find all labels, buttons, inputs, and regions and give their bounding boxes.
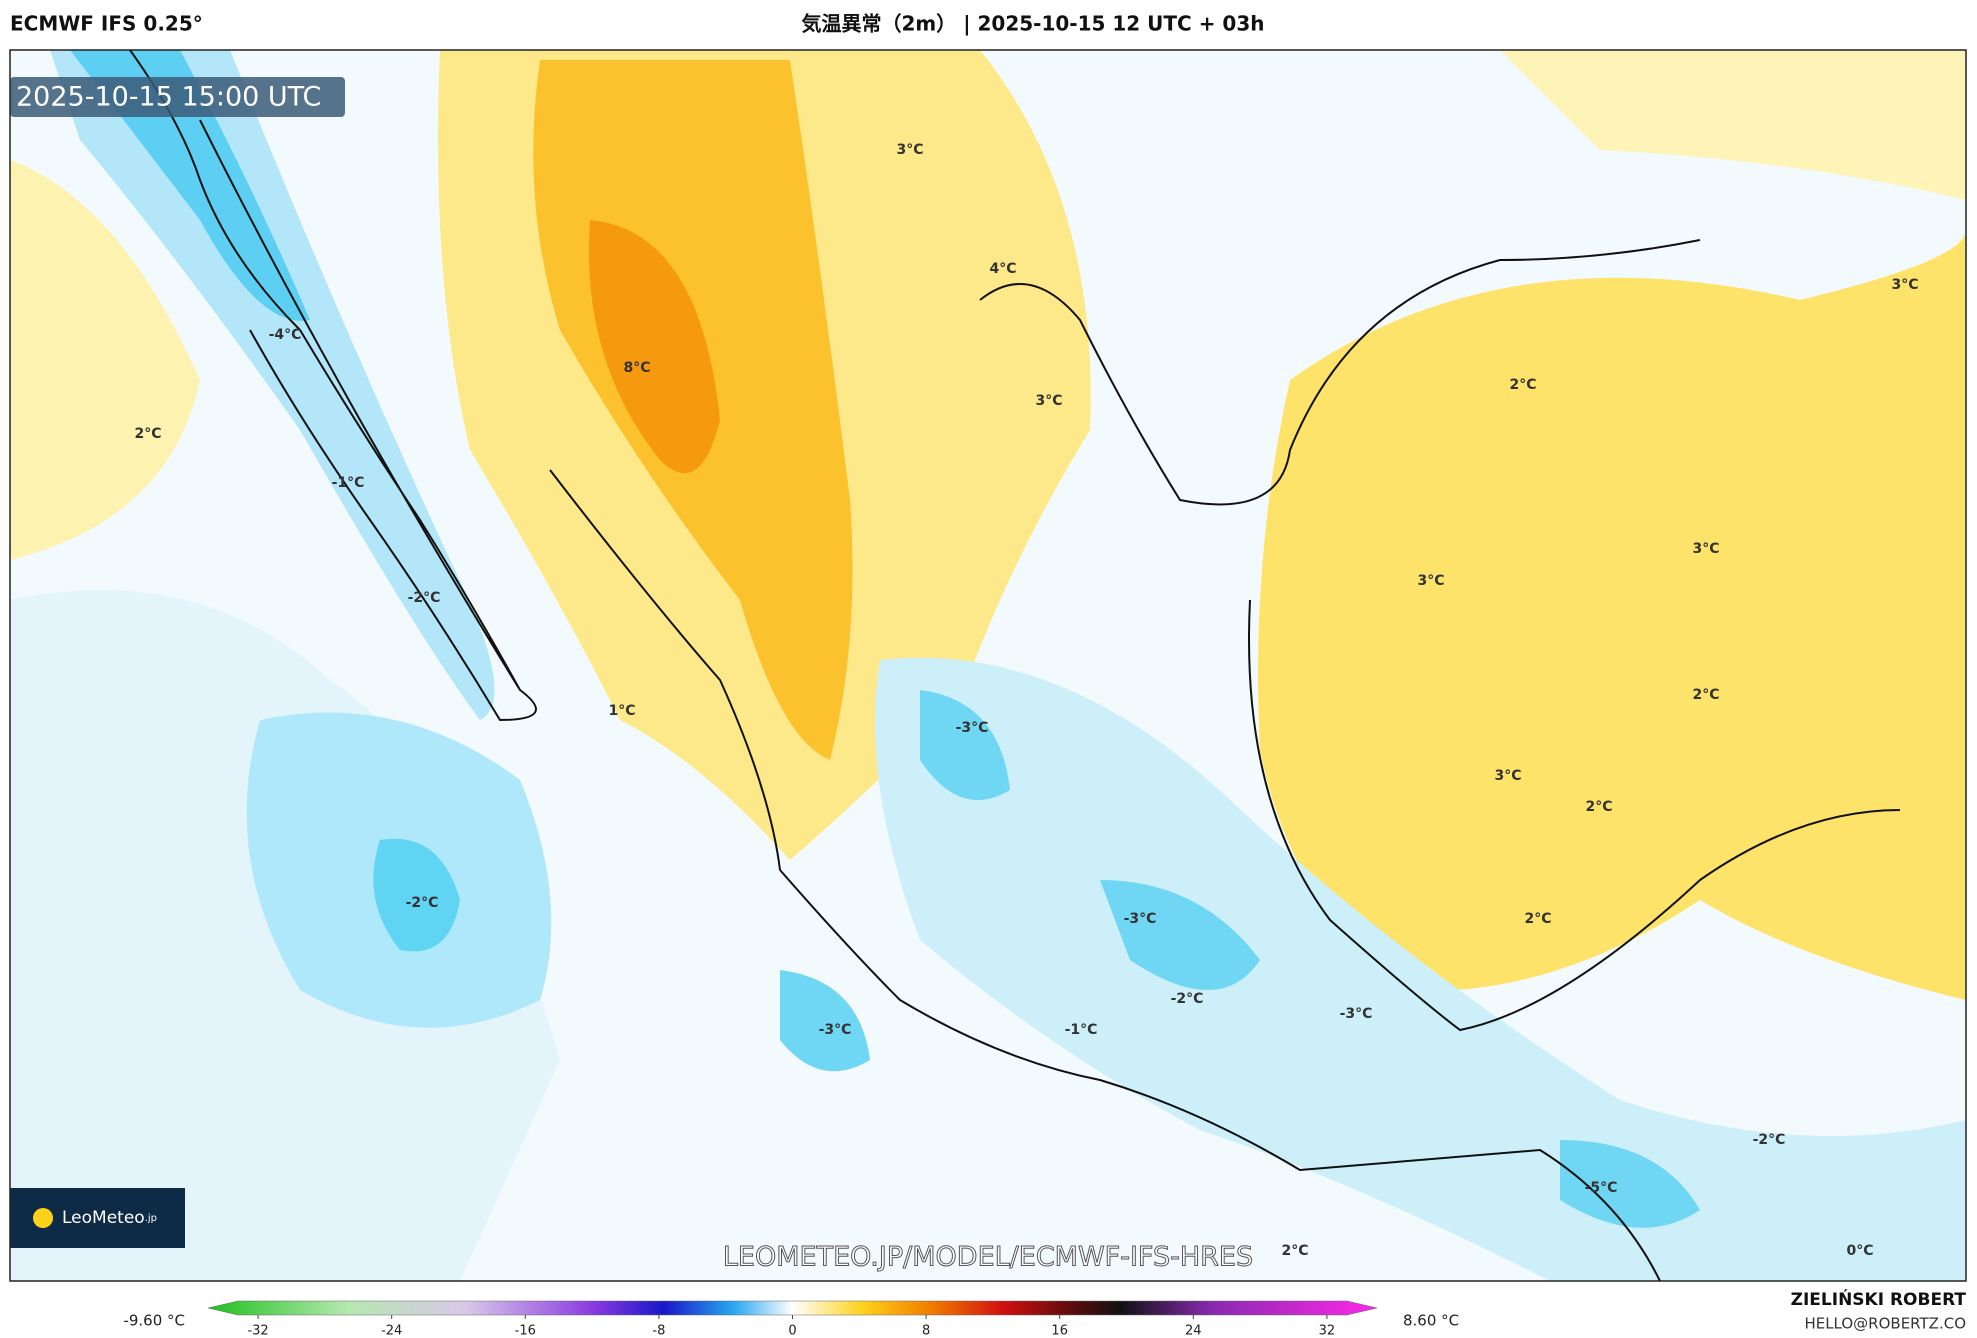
contour-label: -2°C [1753, 1132, 1786, 1148]
contour-label: -4°C [269, 327, 302, 343]
colorbar-tick-label: -24 [381, 1324, 402, 1338]
contour-label: 2°C [1524, 911, 1551, 927]
watermark: LEOMETEO.JP/MODEL/ECMWF-IFS-HRES [723, 1242, 1253, 1273]
contour-label: -3°C [1340, 1006, 1373, 1022]
timestamp-box [10, 77, 345, 117]
colorbar-min: -9.60 °C [123, 1312, 185, 1330]
contour-label: 2°C [1692, 687, 1719, 703]
contour-label: 3°C [1494, 768, 1521, 784]
map-frame [9, 49, 1967, 1282]
contour-label: 2°C [1509, 377, 1536, 393]
contour-label: 3°C [1035, 393, 1062, 409]
contour-label: -5°C [1585, 1180, 1618, 1196]
map: LeoMeteo.jp 2025-10-15 15:00 UTC LEOMETE… [10, 50, 1966, 1281]
contour-label: -2°C [406, 895, 439, 911]
model-name: ECMWF IFS 0.25° [10, 12, 203, 36]
colorbar-tick-label: -8 [652, 1324, 665, 1338]
timestamp: 2025-10-15 15:00 UTC [16, 82, 321, 113]
contour-label: 0°C [1846, 1243, 1873, 1259]
colorbar: -32 -24 -16 -8 0 8 16 24 32 [207, 1300, 1378, 1338]
contour-label: 3°C [896, 142, 923, 158]
colorbar-tick-label: -16 [515, 1324, 536, 1338]
colorbar-tick-label: 24 [1185, 1324, 1202, 1338]
contour-label: -3°C [819, 1022, 852, 1038]
contour-label: 8°C [623, 360, 650, 376]
contour-label: 1°C [608, 703, 635, 719]
email: HELLO@ROBERTZ.CO [1804, 1315, 1966, 1333]
author: ZIELIŃSKI ROBERT [1791, 1288, 1967, 1310]
colorbar-tick-label: 16 [1051, 1324, 1068, 1338]
contour-label: -3°C [956, 720, 989, 736]
colorbar-tick-label: 8 [922, 1324, 930, 1338]
colorbar-max: 8.60 °C [1403, 1312, 1459, 1330]
logo-sun [33, 1208, 53, 1228]
contour-label: 3°C [1417, 573, 1444, 589]
logo-text: LeoMeteo.jp [62, 1208, 157, 1228]
contour-label: 3°C [1891, 277, 1918, 293]
contour-label: 2°C [1585, 799, 1612, 815]
contour-labels: 3°C 4°C -4°C 8°C 2°C 3°C -1°C 2°C 3°C 3°C 3°C -2°C 1… [134, 142, 1918, 1259]
colorbar-bar [207, 1300, 1378, 1316]
contour-label: -3°C [1124, 911, 1157, 927]
colorbar-tick-label: 32 [1319, 1324, 1336, 1338]
contour-label: -1°C [1065, 1022, 1098, 1038]
contour-label: 3°C [1692, 541, 1719, 557]
colorbar-tick-label: -32 [247, 1324, 268, 1338]
logo-suffix: .jp [145, 1213, 157, 1224]
contour-label: 2°C [1281, 1243, 1308, 1259]
contour-label: 2°C [134, 426, 161, 442]
contour-label: 4°C [989, 261, 1016, 277]
contour-label: -2°C [1171, 991, 1204, 1007]
colorbar-tick-label: 0 [788, 1324, 796, 1338]
logo-name: LeoMeteo [62, 1208, 145, 1228]
contour-label: -2°C [408, 590, 441, 606]
contour-label: -1°C [332, 475, 365, 491]
map-title: 気温異常（2m） | 2025-10-15 12 UTC + 03h [802, 12, 1265, 36]
